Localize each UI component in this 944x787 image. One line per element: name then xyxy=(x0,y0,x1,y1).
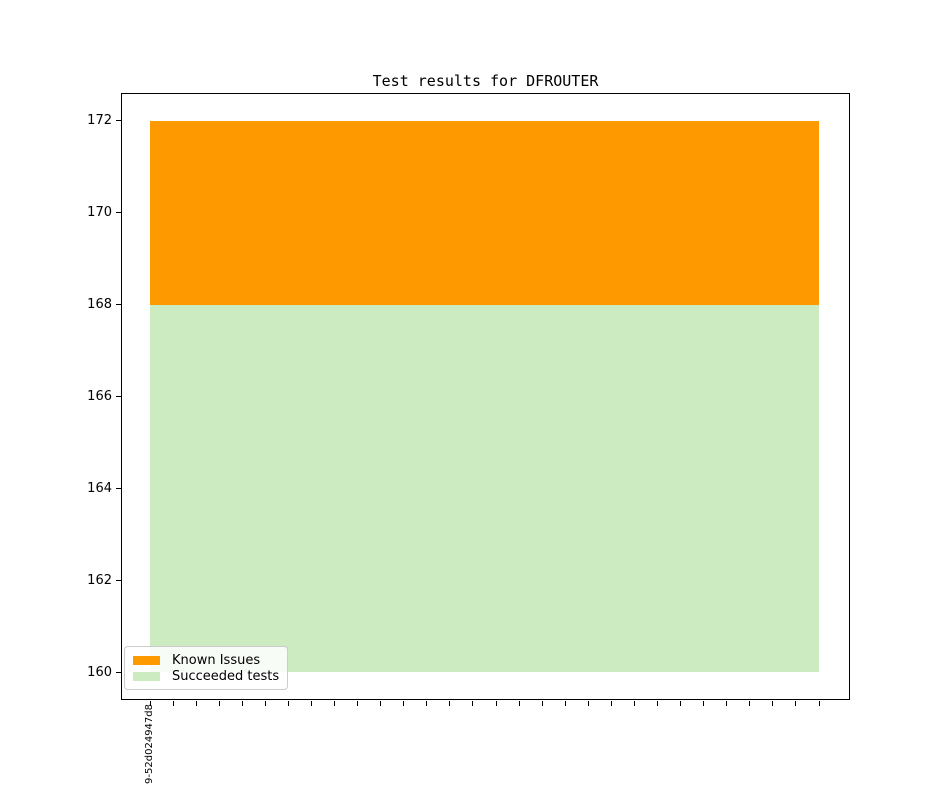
x-tick-mark xyxy=(218,701,220,706)
x-tick-mark xyxy=(264,701,266,706)
legend-row-known-issues: Known Issues xyxy=(133,652,279,669)
x-tick-mark xyxy=(795,701,797,706)
y-tick-label: 168 xyxy=(87,297,112,313)
x-tick-mark xyxy=(749,701,751,706)
x-tick-mark xyxy=(426,701,428,706)
x-tick-mark xyxy=(334,701,336,706)
y-tick-mark xyxy=(116,304,121,306)
x-tick-mark xyxy=(518,701,520,706)
x-tick-mark xyxy=(149,701,151,706)
legend-row-succeeded-tests: Succeeded tests xyxy=(133,669,279,686)
chart-title: Test results for DFROUTER xyxy=(372,72,599,90)
x-tick-mark xyxy=(541,701,543,706)
y-tick-label: 170 xyxy=(87,205,112,221)
x-tick-mark xyxy=(564,701,566,706)
y-tick-label: 166 xyxy=(87,389,112,404)
x-tick-mark xyxy=(357,701,359,706)
x-tick-mark xyxy=(172,701,174,706)
x-tick-mark xyxy=(472,701,474,706)
x-tick-mark xyxy=(195,701,197,706)
x-tick-mark xyxy=(241,701,243,706)
x-tick-mark xyxy=(380,701,382,706)
x-tick-mark xyxy=(587,701,589,706)
x-tick-mark xyxy=(287,701,289,706)
area-band-succeeded-tests xyxy=(150,304,819,673)
legend-swatch-known-issues xyxy=(133,655,160,665)
y-tick-label: 160 xyxy=(87,664,112,680)
x-tick-mark xyxy=(818,701,820,706)
x-tick-mark xyxy=(310,701,312,706)
x-tick-mark xyxy=(495,701,497,706)
y-tick-label: 162 xyxy=(87,572,112,588)
area-band-known-issues xyxy=(150,120,819,305)
x-tick-mark xyxy=(610,701,612,706)
x-tick-mark xyxy=(726,701,728,706)
x-tick-mark xyxy=(403,701,405,706)
legend-label-succeeded-tests: Succeeded tests xyxy=(172,669,280,685)
x-tick-mark xyxy=(633,701,635,706)
y-tick-mark xyxy=(116,212,121,214)
legend: Known Issues Succeeded tests xyxy=(124,646,288,690)
y-tick-mark xyxy=(116,120,121,122)
y-tick-mark xyxy=(116,579,121,581)
legend-label-known-issues: Known Issues xyxy=(172,652,261,668)
x-tick-mark xyxy=(680,701,682,706)
legend-swatch-succeeded-tests xyxy=(133,672,160,682)
x-tick-mark xyxy=(703,701,705,706)
y-tick-mark xyxy=(116,487,121,489)
y-tick-label: 164 xyxy=(87,480,112,496)
y-tick-label: 172 xyxy=(87,113,112,129)
x-tick-label: 9-52d024947d8 xyxy=(144,704,155,784)
y-tick-mark xyxy=(116,671,121,673)
x-tick-mark xyxy=(449,701,451,706)
x-tick-mark xyxy=(772,701,774,706)
y-tick-mark xyxy=(116,396,121,397)
x-tick-mark xyxy=(657,701,659,706)
